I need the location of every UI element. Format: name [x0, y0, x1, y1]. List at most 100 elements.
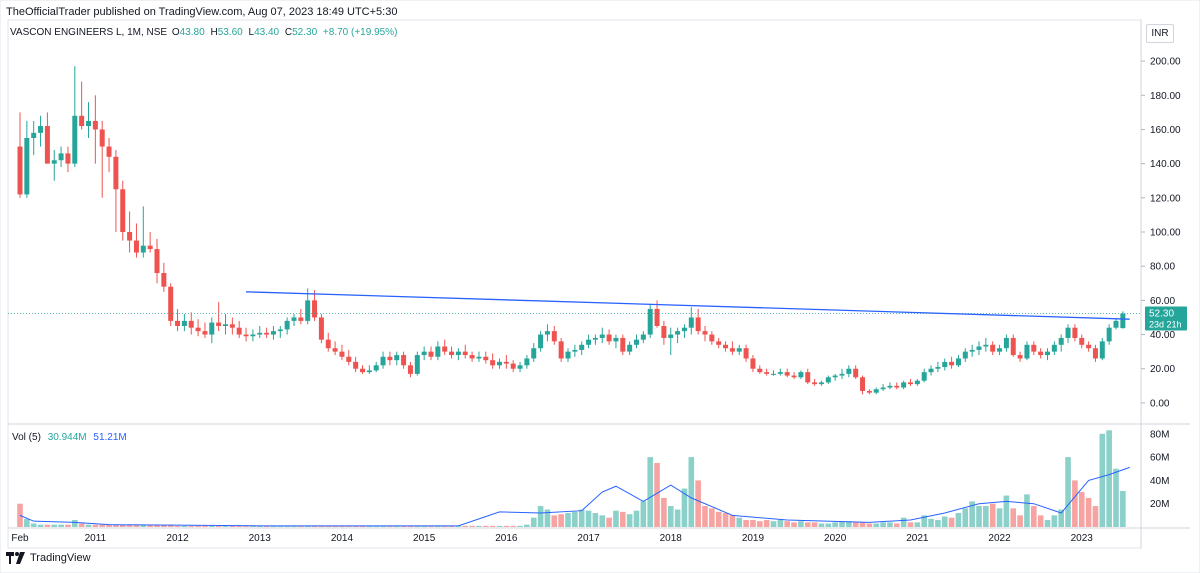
footer-brand-text: TradingView [30, 552, 91, 564]
candle-body [620, 337, 626, 352]
price-tick-label: 140.00 [1150, 159, 1181, 170]
candle-body [661, 326, 667, 338]
time-tick-label: 2018 [660, 533, 683, 544]
volume-bar [606, 517, 612, 527]
candle-body [949, 361, 955, 366]
volume-bar [1017, 515, 1023, 527]
candle-body [1038, 351, 1044, 356]
volume-bar [517, 525, 523, 527]
volume-bar [119, 524, 126, 527]
candle-body [442, 346, 448, 352]
candle-body [1113, 320, 1119, 328]
volume-bar [462, 525, 469, 527]
currency-button[interactable]: INR [1146, 24, 1174, 43]
candle-body [634, 339, 639, 345]
volume-bar [85, 524, 92, 527]
volume-bar [352, 525, 359, 527]
candle-body [702, 331, 708, 335]
candle-body [284, 320, 290, 330]
volume-bar [181, 525, 188, 527]
volume-bar [1010, 508, 1017, 527]
candle-body [709, 334, 715, 342]
candle-body [791, 375, 797, 378]
volume-bar [894, 523, 900, 527]
candle-body [818, 382, 824, 385]
candle-body [962, 351, 968, 359]
candle-body [798, 372, 804, 378]
volume-bar [695, 480, 701, 527]
candle-body [202, 331, 208, 335]
volume-bar [907, 522, 914, 527]
volume-bar [339, 525, 345, 527]
candle-body [647, 308, 653, 335]
price-tick-label: 20.00 [1150, 364, 1175, 375]
candle-body [1120, 313, 1126, 329]
volume-bar [544, 509, 551, 527]
candle-body [736, 348, 742, 352]
low-value: 43.40 [254, 27, 280, 38]
volume-bar [784, 521, 790, 527]
trendline[interactable] [246, 291, 1130, 320]
volume-bar [1085, 497, 1092, 527]
candle-body [312, 300, 318, 318]
candle-body [894, 385, 900, 388]
candle-body [373, 365, 379, 371]
volume-bar [106, 524, 112, 527]
volume-bar [1065, 457, 1071, 527]
footer-brand[interactable]: TradingView [6, 552, 91, 564]
volume-bar [407, 525, 414, 527]
last-price-tag: 52.30 23d 21h [1145, 306, 1187, 331]
volume-bar [209, 525, 215, 527]
volume-bar [167, 524, 174, 527]
volume-bar [969, 501, 975, 527]
candle-body [579, 344, 585, 350]
candle-body [531, 348, 537, 359]
candle-body [565, 351, 571, 359]
time-tick-label: 2017 [577, 533, 600, 544]
time-tick-label: 2014 [331, 533, 354, 544]
volume-label[interactable]: Vol (5) [12, 432, 41, 443]
volume-bar [503, 525, 510, 527]
candle-body [490, 360, 496, 366]
candle-body [955, 358, 961, 366]
volume-bar [476, 525, 482, 527]
volume-bar [962, 508, 969, 527]
volume-bar [1051, 515, 1058, 527]
volume-bar [599, 515, 606, 527]
candle-body [332, 348, 338, 352]
volume-bar [873, 523, 880, 527]
volume-bar [17, 503, 23, 527]
candle-body [627, 344, 633, 352]
volume-bar [763, 520, 770, 527]
last-price-text: 52.30 [1149, 309, 1174, 320]
high-label: H [210, 27, 218, 38]
volume-bar [496, 525, 503, 527]
volume-bar [154, 524, 160, 527]
volume-bar [887, 522, 893, 527]
volume-bar [133, 524, 140, 527]
volume-bar [400, 525, 407, 527]
volume-bar [78, 523, 85, 527]
volume-bar [948, 517, 955, 527]
candle-body [455, 351, 461, 356]
symbol-name[interactable]: VASCON ENGINEERS L, 1M, NSE [10, 27, 168, 38]
volume-bar [1099, 433, 1106, 527]
volume-bar [633, 510, 640, 527]
candle-body [236, 327, 242, 335]
time-axis[interactable]: Feb 2011 2012 2013 2014 2015 2016 2017 2018 2019 2… [11, 533, 1093, 544]
candle-body [503, 361, 509, 364]
volume-bar [284, 525, 290, 527]
candle-body [264, 332, 270, 335]
volume-bar [44, 524, 51, 527]
volume-bar [989, 503, 996, 527]
candle-body [140, 245, 146, 253]
price-axis[interactable]: 200.00 180.00 160.00 140.00 120.00 100.00 80.0… [1141, 57, 1181, 410]
candle-body [846, 368, 852, 374]
volume-bar [804, 522, 811, 527]
volume-bar [126, 524, 133, 527]
volume-axis[interactable]: 80M 60M 40M 20M [1150, 429, 1169, 510]
volume-bar [613, 510, 619, 527]
